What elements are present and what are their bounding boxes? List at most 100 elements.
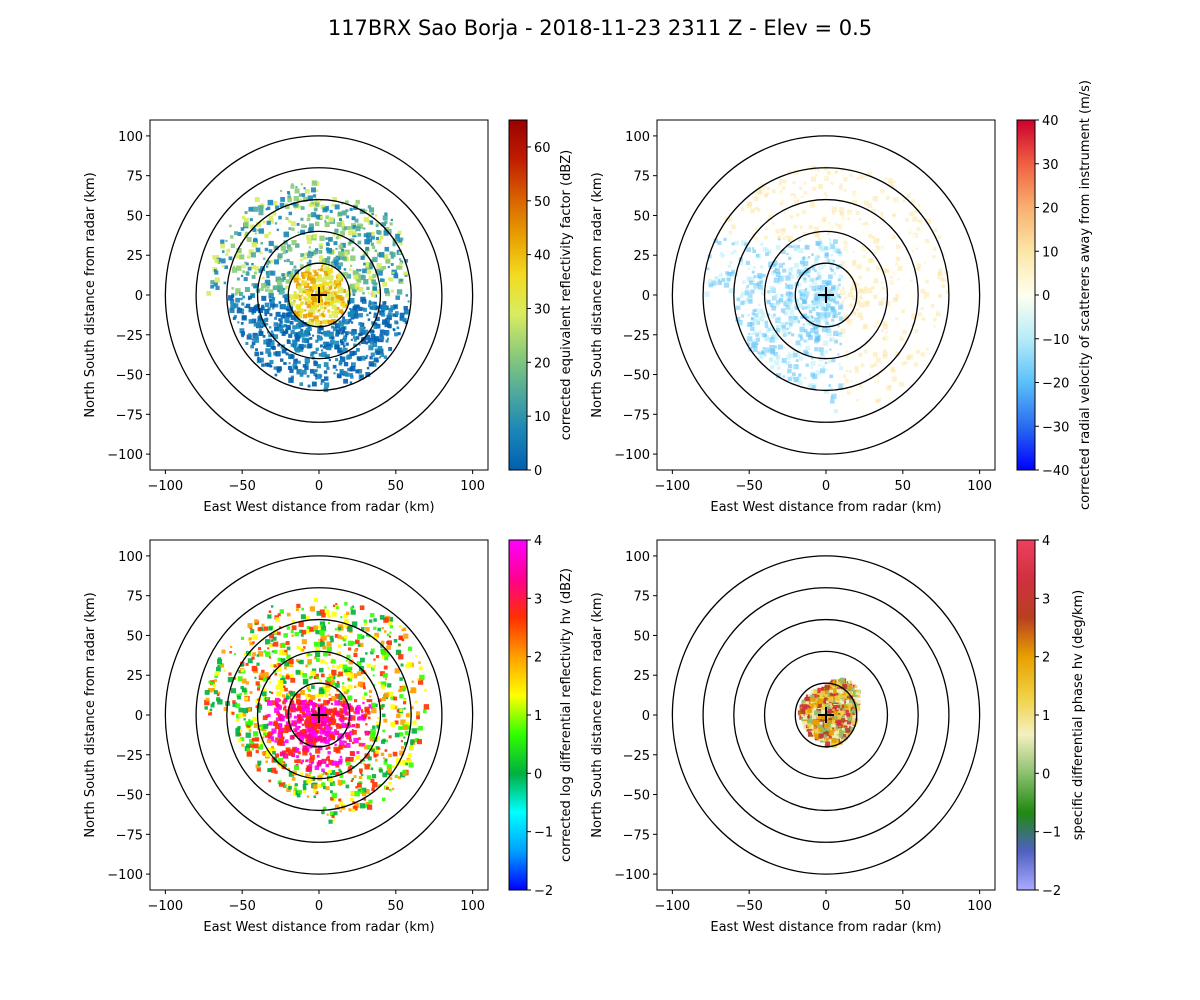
range-ring bbox=[763, 650, 889, 780]
x-tick-label: 0 bbox=[315, 479, 323, 494]
colorbar-tick-label: 0 bbox=[534, 464, 542, 479]
colorbar: 0 10 20 30 40 50 60 corrected equivalent reflec… bbox=[508, 119, 574, 479]
x-tick-label: −100 bbox=[655, 899, 691, 914]
y-tick-label: 100 bbox=[625, 130, 650, 145]
y-tick-label: −100 bbox=[107, 868, 143, 883]
colorbar-tick-label: 3 bbox=[1042, 592, 1050, 607]
x-tick-label: 100 bbox=[460, 479, 485, 494]
range-ring bbox=[256, 650, 382, 780]
y-tick-label: 50 bbox=[633, 629, 650, 644]
colorbar-tick-label: 40 bbox=[1042, 114, 1059, 129]
x-tick-label: 50 bbox=[895, 479, 912, 494]
range-ring bbox=[195, 587, 443, 843]
range-ring bbox=[763, 230, 889, 360]
y-tick-label: −25 bbox=[116, 329, 143, 344]
y-tick-label: 0 bbox=[135, 289, 143, 304]
echo-field bbox=[704, 165, 950, 414]
range-ring bbox=[256, 230, 382, 360]
y-tick-label: 75 bbox=[633, 170, 650, 185]
range-ring bbox=[287, 262, 351, 328]
colorbar-tick-label: 40 bbox=[534, 249, 551, 264]
colorbar-tick-label: 30 bbox=[1042, 158, 1059, 173]
y-tick-label: 25 bbox=[126, 249, 143, 264]
y-axis-label: North South distance from radar (km) bbox=[83, 172, 98, 417]
x-axis-label: East West distance from radar (km) bbox=[203, 500, 434, 515]
x-tick-label: 0 bbox=[315, 899, 323, 914]
colorbar-scale bbox=[508, 539, 528, 891]
x-axis-label: East West distance from radar (km) bbox=[203, 920, 434, 935]
y-tick-label: −25 bbox=[116, 749, 143, 764]
y-axis-label: North South distance from radar (km) bbox=[590, 172, 605, 417]
y-tick-label: −50 bbox=[623, 369, 650, 384]
range-ring bbox=[226, 618, 412, 812]
x-tick-label: −50 bbox=[228, 899, 255, 914]
colorbar-tick-label: 4 bbox=[1042, 534, 1050, 549]
colorbar-tick-label: 30 bbox=[534, 302, 551, 317]
colorbar-tick-label: −2 bbox=[1042, 884, 1061, 899]
y-tick-label: 50 bbox=[633, 209, 650, 224]
colorbar-tick-label: −10 bbox=[1042, 333, 1069, 348]
colorbar-tick-label: 2 bbox=[534, 651, 542, 666]
y-axis-label: North South distance from radar (km) bbox=[83, 592, 98, 837]
colorbar-tick-label: −1 bbox=[534, 826, 553, 841]
colorbar: −2 −1 0 1 2 3 4 corrected log differential refl… bbox=[508, 534, 574, 899]
x-tick-label: −50 bbox=[735, 899, 762, 914]
panel-reflectivity: −100 −50 0 50 100−100−75−50−250255075100East… bbox=[83, 119, 574, 515]
colorbar-tick-label: 4 bbox=[534, 534, 542, 549]
y-tick-label: −75 bbox=[116, 408, 143, 423]
x-tick-label: 0 bbox=[822, 479, 830, 494]
colorbar-label: corrected equivalent reflectivity factor… bbox=[559, 150, 574, 441]
colorbar-tick-label: 1 bbox=[1042, 709, 1050, 724]
colorbar: −2 −1 0 1 2 3 4 specific differential phase hv … bbox=[1016, 534, 1086, 899]
x-tick-label: −100 bbox=[148, 899, 184, 914]
range-ring bbox=[671, 135, 981, 455]
colorbar-tick-label: −2 bbox=[534, 884, 553, 899]
colorbar-tick-label: 20 bbox=[1042, 202, 1059, 217]
colorbar-tick-label: −30 bbox=[1042, 420, 1069, 435]
y-tick-label: −75 bbox=[623, 828, 650, 843]
echo-field bbox=[797, 677, 861, 749]
range-ring bbox=[794, 682, 858, 748]
colorbar-label: corrected radial velocity of scatterers … bbox=[1078, 80, 1093, 510]
radar-location-marker bbox=[311, 287, 327, 303]
x-tick-label: 50 bbox=[388, 899, 405, 914]
y-tick-label: 0 bbox=[642, 709, 650, 724]
colorbar-tick-label: −1 bbox=[1042, 826, 1061, 841]
y-tick-label: 100 bbox=[118, 550, 143, 565]
colorbar-label: specific differential phase hv (deg/km) bbox=[1071, 590, 1086, 840]
x-tick-label: 0 bbox=[822, 899, 830, 914]
colorbar-label: corrected log differential reflectivity … bbox=[559, 568, 574, 862]
y-axis-label: North South distance from radar (km) bbox=[590, 592, 605, 837]
x-axis-label: East West distance from radar (km) bbox=[710, 920, 941, 935]
range-ring bbox=[164, 135, 474, 455]
colorbar-tick-label: 2 bbox=[1042, 651, 1050, 666]
range-ring bbox=[702, 167, 950, 423]
colorbar-scale bbox=[1016, 539, 1036, 891]
y-tick-label: 25 bbox=[126, 669, 143, 684]
panel-specific_differential_phase: −100 −50 0 50 100 −100 −75 −50 −25 0 25 50 75 100 East… bbox=[590, 534, 1086, 935]
y-tick-label: 100 bbox=[118, 130, 143, 145]
panel-differential_reflectivity: −100 −50 0 50 100 −100 −75 −50 −25 0 25 50 75 100 East… bbox=[83, 534, 574, 935]
echo-field bbox=[204, 597, 430, 824]
y-tick-label: 0 bbox=[135, 709, 143, 724]
y-tick-label: 75 bbox=[126, 590, 143, 605]
x-tick-label: −100 bbox=[655, 479, 691, 494]
x-tick-label: −50 bbox=[735, 479, 762, 494]
y-tick-label: 100 bbox=[625, 550, 650, 565]
y-tick-label: −75 bbox=[116, 828, 143, 843]
colorbar-tick-label: 10 bbox=[1042, 245, 1059, 260]
colorbar-tick-label: −40 bbox=[1042, 464, 1069, 479]
figure-title: 117BRX Sao Borja - 2018-11-23 2311 Z - E… bbox=[327, 16, 873, 40]
x-tick-label: 100 bbox=[460, 899, 485, 914]
x-tick-label: −100 bbox=[148, 479, 184, 494]
panel-velocity: −100 −50 0 50 100−100−75−50−250255075100East… bbox=[590, 80, 1093, 515]
range-ring bbox=[733, 198, 919, 392]
range-ring bbox=[702, 587, 950, 843]
y-tick-label: −50 bbox=[116, 369, 143, 384]
colorbar-tick-label: −20 bbox=[1042, 377, 1069, 392]
colorbar-tick-label: 50 bbox=[534, 195, 551, 210]
y-tick-label: 25 bbox=[633, 249, 650, 264]
x-tick-label: −50 bbox=[228, 479, 255, 494]
colorbar-tick-label: 10 bbox=[534, 410, 551, 425]
